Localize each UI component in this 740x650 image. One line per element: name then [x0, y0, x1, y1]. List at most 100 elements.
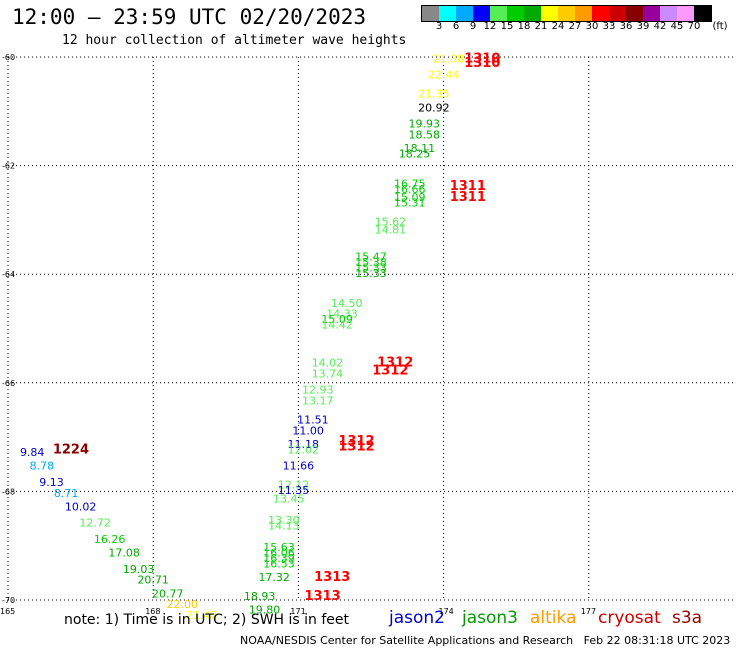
swh-value-label: 16.06	[263, 547, 295, 560]
x-tick-label: 168	[145, 607, 160, 616]
swh-value-label: 15.09	[321, 313, 353, 326]
legend-swatch	[592, 6, 609, 21]
swh-value-label: 15.09	[394, 191, 426, 204]
pass-time-label: 1312	[377, 356, 413, 371]
y-tick-label: -60	[2, 53, 15, 62]
swh-value-label: 10.02	[65, 500, 97, 513]
swh-value-label: 16.66	[394, 183, 426, 196]
satellite-jason3: jason3	[462, 608, 518, 628]
legend-swatch	[643, 6, 660, 21]
swh-value-label: 16.53	[263, 557, 295, 570]
legend-swatch	[456, 6, 473, 21]
legend-swatch	[677, 6, 694, 21]
chart-title: 12:00 – 23:59 UTC 02/20/2023	[12, 5, 367, 29]
swh-value-label: 15.33	[355, 267, 387, 280]
legend-label: 70	[687, 21, 701, 32]
legend-label: 42	[653, 21, 667, 32]
footer-credit: NOAA/NESDIS Center for Satellite Applica…	[240, 634, 731, 647]
swh-value-label: 16.75	[394, 177, 426, 190]
legend-swatch	[558, 6, 575, 21]
swh-value-label: 12.93	[302, 384, 334, 397]
swh-value-label: 8.71	[54, 487, 79, 500]
swh-value-label: 18.93	[244, 590, 276, 603]
swh-value-label: 20.71	[137, 574, 169, 587]
satellite-jason2: jason2	[389, 608, 445, 628]
pass-time-label: 1224	[53, 442, 89, 457]
swh-value-label: 19.93	[408, 118, 440, 131]
swh-value-label: 11.66	[283, 460, 315, 473]
swh-value-label: 21.42	[186, 609, 218, 622]
swh-value-label: 13.45	[273, 492, 305, 505]
swh-value-label: 8.78	[30, 460, 55, 473]
legend-label: 30	[585, 21, 599, 32]
legend-label: 21	[534, 21, 548, 32]
legend-label: 3	[435, 21, 443, 32]
legend-label: 36	[619, 21, 633, 32]
swh-value-label: 20.77	[152, 587, 184, 600]
swh-value-label: 9.13	[39, 476, 64, 489]
legend-label: 27	[568, 21, 582, 32]
x-tick-label: 165	[0, 607, 15, 616]
swh-value-label: 14.13	[268, 519, 300, 532]
chart-subtitle: 12 hour collection of altimeter wave hei…	[62, 33, 407, 48]
legend-label: 12	[483, 21, 497, 32]
satellite-cryosat: cryosat	[598, 608, 661, 628]
swh-value-label: 22.44	[428, 69, 460, 82]
pass-time-label: 1311	[450, 179, 486, 194]
swh-value-label: 19.80	[249, 604, 281, 617]
swh-value-label: 16.39	[263, 552, 295, 565]
pass-time-label: 1313	[314, 570, 350, 585]
legend-swatch	[660, 6, 677, 21]
swh-value-label: 15.33	[355, 261, 387, 274]
y-tick-label: -64	[2, 270, 15, 279]
pass-time-label: 1312	[338, 434, 374, 449]
swh-value-label: 21.38	[433, 52, 465, 65]
x-tick-label: 177	[581, 607, 596, 616]
legend-label: 6	[452, 21, 460, 32]
swh-value-label: 9.84	[20, 446, 45, 459]
color-scale-legend	[421, 5, 712, 22]
swh-value-label: 15.47	[355, 251, 387, 264]
satellite-s3a: s3a	[672, 608, 703, 628]
legend-swatch	[422, 6, 439, 21]
legend-label: 15	[500, 21, 514, 32]
y-tick-label: -68	[2, 487, 15, 496]
swh-value-label: 13.30	[268, 514, 300, 527]
x-tick-label: 171	[290, 607, 305, 616]
legend-swatch	[541, 6, 558, 21]
legend-label: 45	[670, 21, 684, 32]
y-tick-label: -62	[2, 162, 15, 171]
swh-value-label: 21.35	[418, 88, 450, 101]
swh-value-label: 16.26	[94, 533, 126, 546]
x-tick-label: -174	[436, 607, 454, 616]
legend-swatch	[439, 6, 456, 21]
swh-value-label: 14.42	[321, 319, 353, 332]
legend-swatch	[473, 6, 490, 21]
legend-label: 33	[602, 21, 616, 32]
legend-swatch	[609, 6, 626, 21]
swh-value-label: 13.17	[302, 395, 334, 408]
satellite-altika: altika	[530, 608, 577, 628]
swh-value-label: 19.03	[123, 563, 155, 576]
swh-value-label: 14.81	[375, 223, 407, 236]
pass-time-label: 1312	[338, 440, 374, 455]
legend-swatch	[575, 6, 592, 21]
legend-swatch	[524, 6, 541, 21]
swh-value-label: 15.38	[355, 256, 387, 269]
swh-value-label: 22.00	[166, 598, 198, 611]
swh-value-label: 18.25	[399, 147, 431, 160]
legend-swatch	[507, 6, 524, 21]
pass-time-label: 1310	[464, 56, 500, 71]
legend-swatch	[626, 6, 643, 21]
swh-value-label: 17.32	[258, 571, 290, 584]
axis-tick-labels: -60 -62 -64 -66 -68 -70 165 168 171 -174 177	[0, 53, 596, 616]
pass-time-labels: 1310131013111311131213121312131213131313…	[53, 51, 501, 604]
swh-value-label: 15.63	[263, 541, 295, 554]
swh-value-label: 11.00	[292, 424, 324, 437]
swh-value-label: 14.50	[331, 297, 363, 310]
y-tick-label: -66	[2, 379, 15, 388]
swh-value-label: 11.35	[278, 484, 310, 497]
swh-value-label: 12.72	[79, 517, 111, 530]
